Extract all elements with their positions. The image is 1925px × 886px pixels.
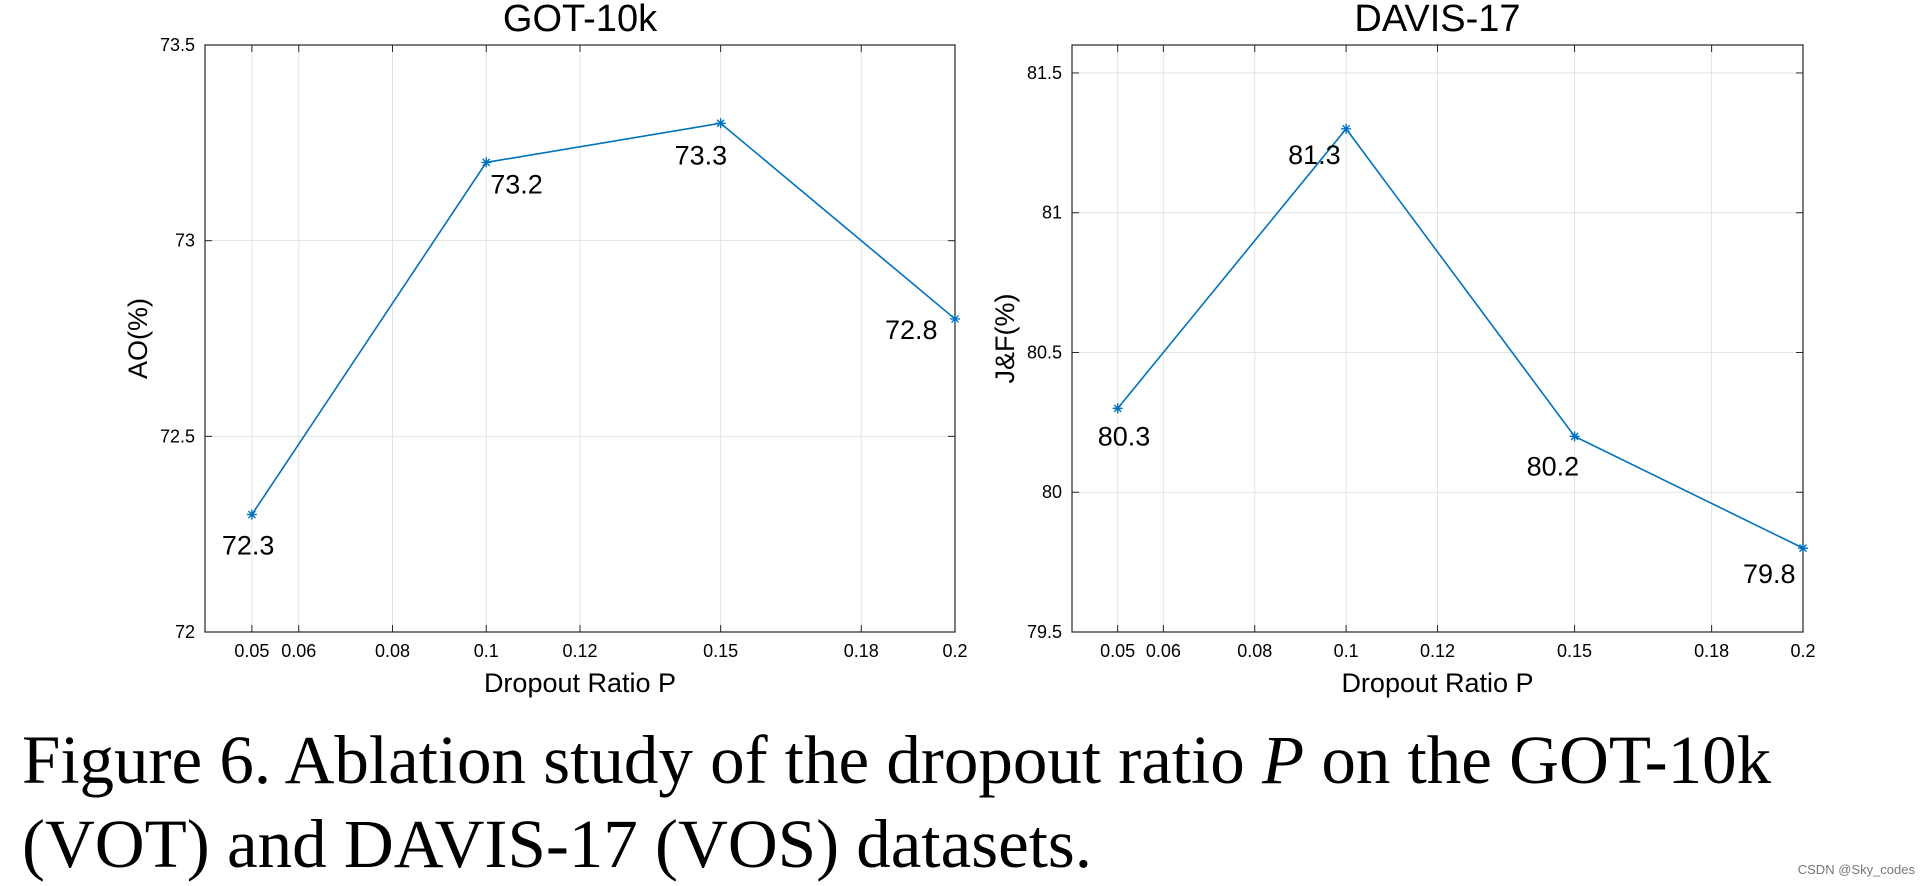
chart1-ytick-label: 72.5 bbox=[160, 426, 195, 446]
chart1-xtick-label: 0.08 bbox=[375, 641, 410, 661]
chart1-data-label: 73.3 bbox=[675, 140, 728, 170]
chart1-ytick-label: 73 bbox=[175, 231, 195, 251]
caption-variable: P bbox=[1261, 722, 1305, 798]
chart2-ytick-label: 79.5 bbox=[1027, 622, 1062, 642]
chart2-data-label: 80.3 bbox=[1098, 421, 1151, 451]
chart2-data-label: 80.2 bbox=[1527, 451, 1580, 481]
chart2-data-point bbox=[1341, 123, 1352, 134]
chart1-ylabel: AO(%) bbox=[123, 298, 153, 379]
chart2-xtick-label: 0.2 bbox=[1790, 641, 1815, 661]
chart2-data-label: 79.8 bbox=[1743, 559, 1796, 589]
chart2-data-point bbox=[1798, 543, 1808, 554]
chart2-title: DAVIS-17 bbox=[1354, 0, 1520, 40]
chart1-title: GOT-10k bbox=[503, 0, 658, 40]
charts-area: 0.05 0.06 0.08 0.1 0.12 0.15 0.18 0.27272.57373… bbox=[123, 0, 1816, 698]
chart1-data-label: 72.3 bbox=[222, 531, 275, 561]
chart2-xtick-label: 0.18 bbox=[1694, 641, 1729, 661]
chart2-series-line bbox=[1117, 127, 1804, 549]
chart2-xtick-label: 0.12 bbox=[1420, 641, 1455, 661]
watermark: CSDN @Sky_codes bbox=[1797, 862, 1915, 877]
chart1-data-point bbox=[950, 313, 960, 324]
chart2-xtick-label: 0.08 bbox=[1237, 641, 1272, 661]
chart2-data-point bbox=[1112, 403, 1123, 414]
chart2-xtick-label: 0.15 bbox=[1557, 641, 1592, 661]
figure-caption: Figure 6. Ablation study of the dropout … bbox=[22, 718, 1912, 886]
chart1-xtick-label: 0.05 bbox=[234, 641, 269, 661]
chart2-ytick-label: 81.5 bbox=[1027, 63, 1062, 83]
chart1-data-point bbox=[246, 509, 257, 520]
chart1-xtick-label: 0.18 bbox=[844, 641, 879, 661]
chart1-xtick-label: 0.2 bbox=[942, 641, 967, 661]
chart1-series-line bbox=[251, 122, 956, 516]
chart2-ytick-label: 80.5 bbox=[1027, 342, 1062, 362]
caption-prefix: Figure 6. Ablation study of the dropout … bbox=[22, 722, 1262, 798]
chart1-xlabel: Dropout Ratio P bbox=[484, 668, 676, 698]
chart2-xlabel: Dropout Ratio P bbox=[1341, 668, 1533, 698]
chart1-ytick-label: 72 bbox=[175, 622, 195, 642]
chart2-ytick-label: 80 bbox=[1042, 482, 1062, 502]
chart1-xtick-label: 0.12 bbox=[562, 641, 597, 661]
chart2-data-label: 81.3 bbox=[1288, 140, 1341, 170]
caption-suffix: on the GOT-10k (VOT) and DAVIS-17 (VOS) … bbox=[22, 722, 1772, 882]
chart1-xtick-label: 0.06 bbox=[281, 641, 316, 661]
chart2-xtick-label: 0.06 bbox=[1146, 641, 1181, 661]
chart1-data-label: 72.8 bbox=[885, 315, 938, 345]
chart2-ylabel: J&F(%) bbox=[990, 294, 1020, 384]
chart2-data-point bbox=[1569, 431, 1580, 442]
chart1-data-label: 73.2 bbox=[490, 169, 543, 199]
chart2-ytick-label: 81 bbox=[1042, 203, 1062, 223]
chart1-xtick-label: 0.15 bbox=[703, 641, 738, 661]
chart1-ytick-label: 73.5 bbox=[160, 35, 195, 55]
chart1-xtick-label: 0.1 bbox=[474, 641, 499, 661]
chart2-xtick-label: 0.05 bbox=[1100, 641, 1135, 661]
chart1-data-point bbox=[715, 118, 726, 129]
chart2-xtick-label: 0.1 bbox=[1334, 641, 1359, 661]
chart1-data-point bbox=[481, 157, 492, 168]
